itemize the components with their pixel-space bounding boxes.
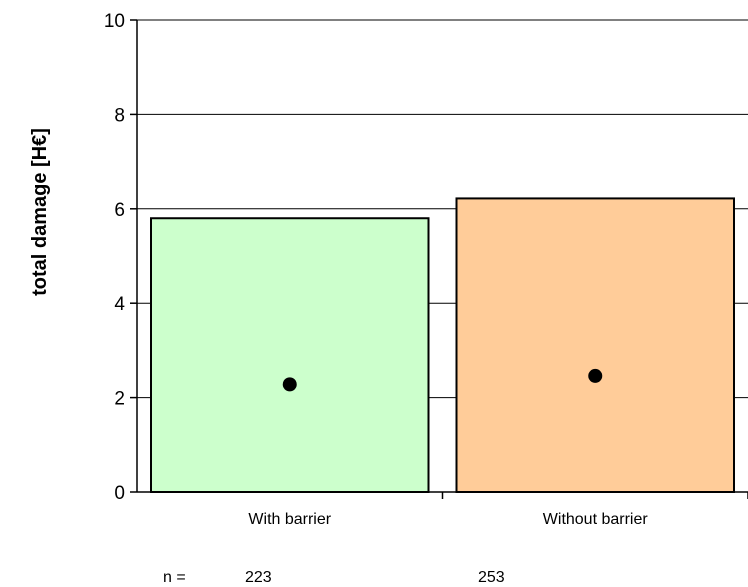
category-label: With barrier	[248, 511, 331, 528]
y-axis-label: total damage [H€]	[29, 128, 51, 296]
bar-2	[455, 197, 735, 494]
bar-1	[150, 217, 430, 494]
n-label: n =	[163, 569, 186, 586]
n-value: 253	[478, 569, 505, 586]
y-tick-label: 10	[104, 11, 125, 32]
y-tick-label: 2	[114, 389, 125, 410]
mean-markers	[282, 368, 603, 392]
mean-marker-2	[588, 368, 603, 383]
category-labels: With barrier Without barrier	[248, 492, 748, 528]
y-tick-label: 8	[114, 105, 125, 126]
y-tick-label: 4	[114, 294, 125, 315]
n-row: n = 223 253	[163, 569, 505, 586]
bars	[150, 197, 735, 494]
y-ticks: 0 2 4 6 8 10	[104, 11, 137, 504]
category-label: Without barrier	[543, 511, 649, 528]
y-tick-label: 6	[114, 200, 125, 221]
n-value: 223	[245, 569, 272, 586]
mean-marker-1	[282, 377, 297, 392]
y-tick-label: 0	[114, 483, 125, 504]
